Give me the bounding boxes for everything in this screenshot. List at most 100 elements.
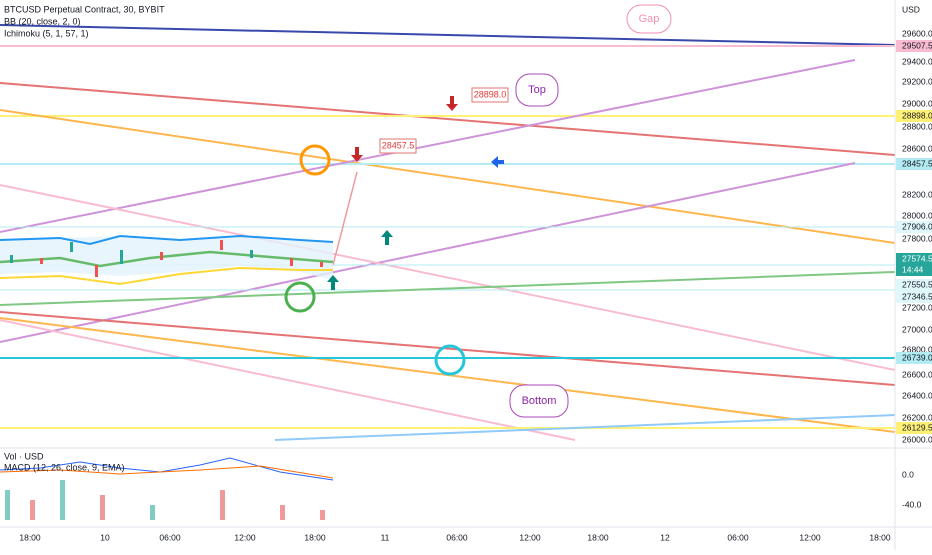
- trend-line: [0, 311, 896, 386]
- trend-line: [0, 184, 896, 371]
- callout-text: Top: [528, 84, 546, 96]
- price-label-text: 28898.0: [474, 89, 507, 99]
- volume-bar: [30, 500, 35, 520]
- time-tick: 18:00: [19, 532, 41, 542]
- callout: [515, 73, 559, 107]
- trend-line: [0, 24, 896, 46]
- price-tick: 28600.0: [902, 143, 932, 153]
- price-tick: 26600.0: [902, 369, 932, 379]
- down-arrow: [446, 96, 458, 111]
- price-tick: 28000.0: [902, 210, 932, 220]
- trend-line: [0, 319, 576, 441]
- candle: [120, 250, 123, 264]
- axes: 29600.0 29400.0 29200.0 29000.0 28800.0 28600…: [19, 28, 932, 542]
- volume-bar: [320, 510, 325, 520]
- price-marker-text: 27906.0: [902, 221, 932, 231]
- price-tick: 29400.0: [902, 56, 932, 66]
- volume-bar: [60, 480, 65, 520]
- candle: [40, 258, 43, 264]
- signal-line: [0, 465, 334, 479]
- price-marker: [896, 158, 932, 170]
- time-tick: 06:00: [159, 532, 181, 542]
- volume-bar: [220, 490, 225, 520]
- candles: [10, 240, 323, 277]
- price-marker: [896, 352, 932, 364]
- time-tick: 12: [660, 532, 670, 542]
- price-label: [471, 87, 509, 103]
- volume-bar: [150, 505, 155, 520]
- pane-scale: -40.0: [902, 499, 922, 509]
- volume-bar: [280, 505, 285, 520]
- time-tick: 18:00: [869, 532, 891, 542]
- currency: USD: [902, 4, 920, 14]
- bb-lower: [0, 266, 333, 286]
- price-marker: [896, 279, 932, 291]
- trend-line: [0, 59, 856, 233]
- volume-bar: [5, 490, 10, 520]
- up-arrow: [381, 230, 393, 245]
- price-marker: [896, 422, 932, 434]
- price-label: [379, 138, 417, 154]
- pane-scale: 0.0: [902, 469, 914, 479]
- callout: [509, 384, 569, 418]
- callout: [626, 4, 672, 34]
- symbol-title: BTCUSD Perpetual Contract, 30, BYBIT: [4, 4, 165, 14]
- price-marker: [896, 40, 932, 52]
- price-marker-text: 28457.5: [902, 158, 932, 168]
- price-tick: 29200.0: [902, 76, 932, 86]
- price-tick: 29600.0: [902, 28, 932, 38]
- pane-label: Vol · USD: [4, 451, 44, 461]
- price-marker-text: 26129.5: [902, 422, 932, 432]
- price-marker-text: 26739.0: [902, 352, 932, 362]
- price-tick: 27000.0: [902, 324, 932, 334]
- price-marker: [896, 221, 932, 233]
- candle: [290, 258, 293, 266]
- time-tick: 12:00: [519, 532, 541, 542]
- projection-arrow: [332, 171, 358, 266]
- price-marker: [896, 253, 932, 265]
- up-arrow: [327, 275, 339, 290]
- price-tick: 29000.0: [902, 98, 932, 108]
- trend-line: [0, 162, 856, 343]
- price-tick: 27200.0: [902, 302, 932, 312]
- price-label-text: 28457.5: [382, 140, 415, 150]
- time-tick: 12:00: [234, 532, 256, 542]
- indicator-label: BB (20, close, 2, 0): [4, 16, 81, 26]
- time-tick: 18:00: [587, 532, 609, 542]
- price-tick: 26000.0: [902, 434, 932, 444]
- candle: [220, 240, 223, 250]
- trend-line: [274, 414, 896, 441]
- sad-icon: [434, 344, 466, 376]
- volume-bars: [5, 480, 325, 520]
- bb-band: [0, 236, 333, 280]
- callout-text: Gap: [639, 13, 660, 25]
- price-tick: 28200.0: [902, 189, 932, 199]
- trend-line: [0, 271, 896, 306]
- price-marker: [896, 110, 932, 122]
- price-marker: [896, 264, 932, 276]
- price-marker-text: 27574.5: [902, 253, 932, 263]
- trend-line: [0, 82, 896, 156]
- price-tick: 28800.0: [902, 121, 932, 131]
- candle: [10, 255, 13, 263]
- pane-label: MACD (12, 26, close, 9, EMA): [4, 462, 125, 472]
- candle: [320, 262, 323, 267]
- price-marker-text: 27550.5: [902, 279, 932, 289]
- price-tick: 26800.0: [902, 344, 932, 354]
- time-tick: 06:00: [727, 532, 749, 542]
- candle: [160, 252, 163, 260]
- trend-line: [0, 109, 896, 244]
- price-marker-text: 27346.5: [902, 291, 932, 301]
- time-tick: 06:00: [446, 532, 468, 542]
- time-tick: 10: [100, 532, 110, 542]
- bb-basis: [0, 250, 334, 268]
- candle: [250, 250, 253, 258]
- down-arrow: [351, 147, 363, 162]
- time-tick: 11: [381, 532, 390, 542]
- price-tick: 26200.0: [902, 412, 932, 422]
- candle: [95, 265, 98, 277]
- price-marker: [896, 291, 932, 303]
- volume-bar: [100, 495, 105, 520]
- bb-upper: [0, 234, 334, 246]
- smiley-icon: [299, 144, 331, 176]
